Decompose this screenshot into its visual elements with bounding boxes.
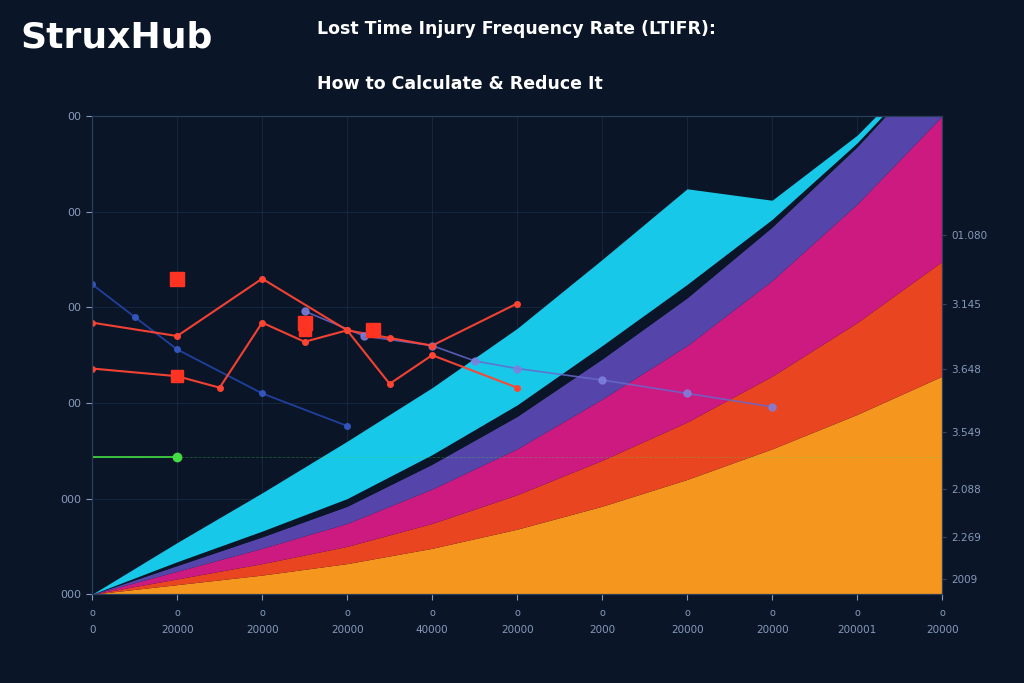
Text: StruxHub: StruxHub <box>20 20 213 55</box>
Text: o: o <box>429 609 435 618</box>
Text: o: o <box>769 609 775 618</box>
Text: o: o <box>174 609 180 618</box>
Text: o: o <box>344 609 350 618</box>
Text: o: o <box>599 609 605 618</box>
Text: o: o <box>939 609 945 618</box>
Text: How to Calculate & Reduce It: How to Calculate & Reduce It <box>317 75 603 93</box>
Text: Lost Time Injury Frequency Rate (LTIFR):: Lost Time Injury Frequency Rate (LTIFR): <box>317 20 717 38</box>
Text: o: o <box>854 609 860 618</box>
Text: o: o <box>259 609 265 618</box>
Text: o: o <box>89 609 95 618</box>
Text: o: o <box>514 609 520 618</box>
Text: o: o <box>684 609 690 618</box>
